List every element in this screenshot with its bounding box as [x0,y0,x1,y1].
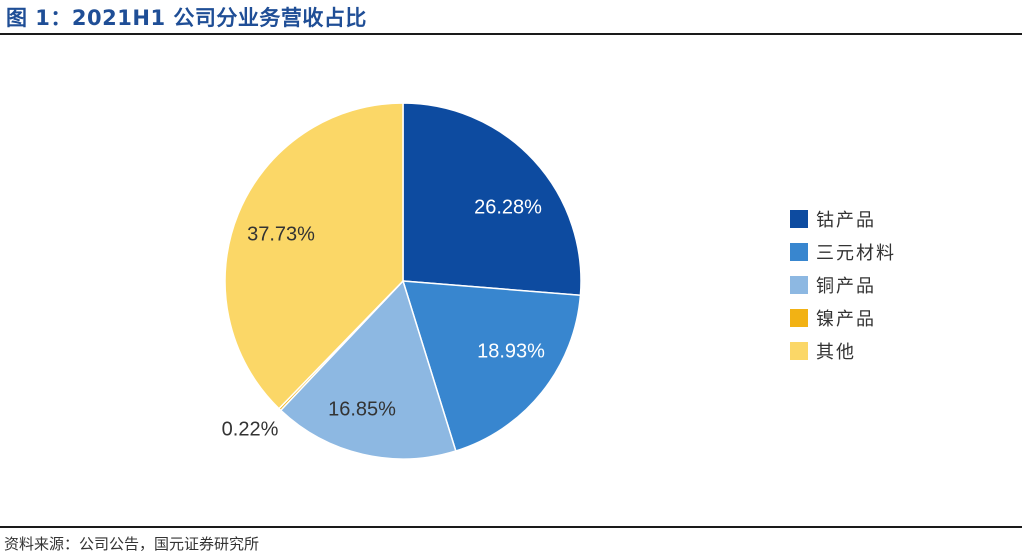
legend-item: 三元材料 [790,235,896,268]
chart-legend: 钴产品三元材料铜产品镍产品其他 [790,202,896,367]
legend-label: 铜产品 [816,275,876,297]
legend-item: 其他 [790,334,896,367]
pie-slice [401,280,582,452]
legend-item: 钴产品 [790,202,896,235]
source-note: 资料来源：公司公告，国元证券研究所 [4,535,260,553]
legend-swatch [790,341,808,360]
legend-swatch [790,242,808,261]
pie-chart: 26.28% 18.93% 16.85% 0.22% 37.73% [222,102,582,460]
legend-swatch [790,209,808,228]
top-divider [0,33,1022,35]
legend-label: 镍产品 [816,308,876,330]
legend-item: 镍产品 [790,301,896,334]
page-title: 图 1：2021H1 公司分业务营收占比 [6,6,367,30]
legend-label: 其他 [816,341,856,363]
slice-data-label: 18.93% [477,340,545,362]
slice-data-label: 26.28% [474,196,542,218]
bottom-divider [0,526,1022,528]
legend-label: 三元材料 [816,242,896,264]
pie-slice [224,102,404,410]
legend-swatch [790,308,808,327]
slice-data-label: 0.22% [222,418,279,440]
legend-swatch [790,275,808,294]
pie-slice [402,102,582,297]
slice-data-label: 37.73% [247,223,315,245]
legend-item: 铜产品 [790,268,896,301]
pie-slice [279,279,457,460]
slice-data-label: 16.85% [328,398,396,420]
legend-label: 钴产品 [816,209,876,231]
